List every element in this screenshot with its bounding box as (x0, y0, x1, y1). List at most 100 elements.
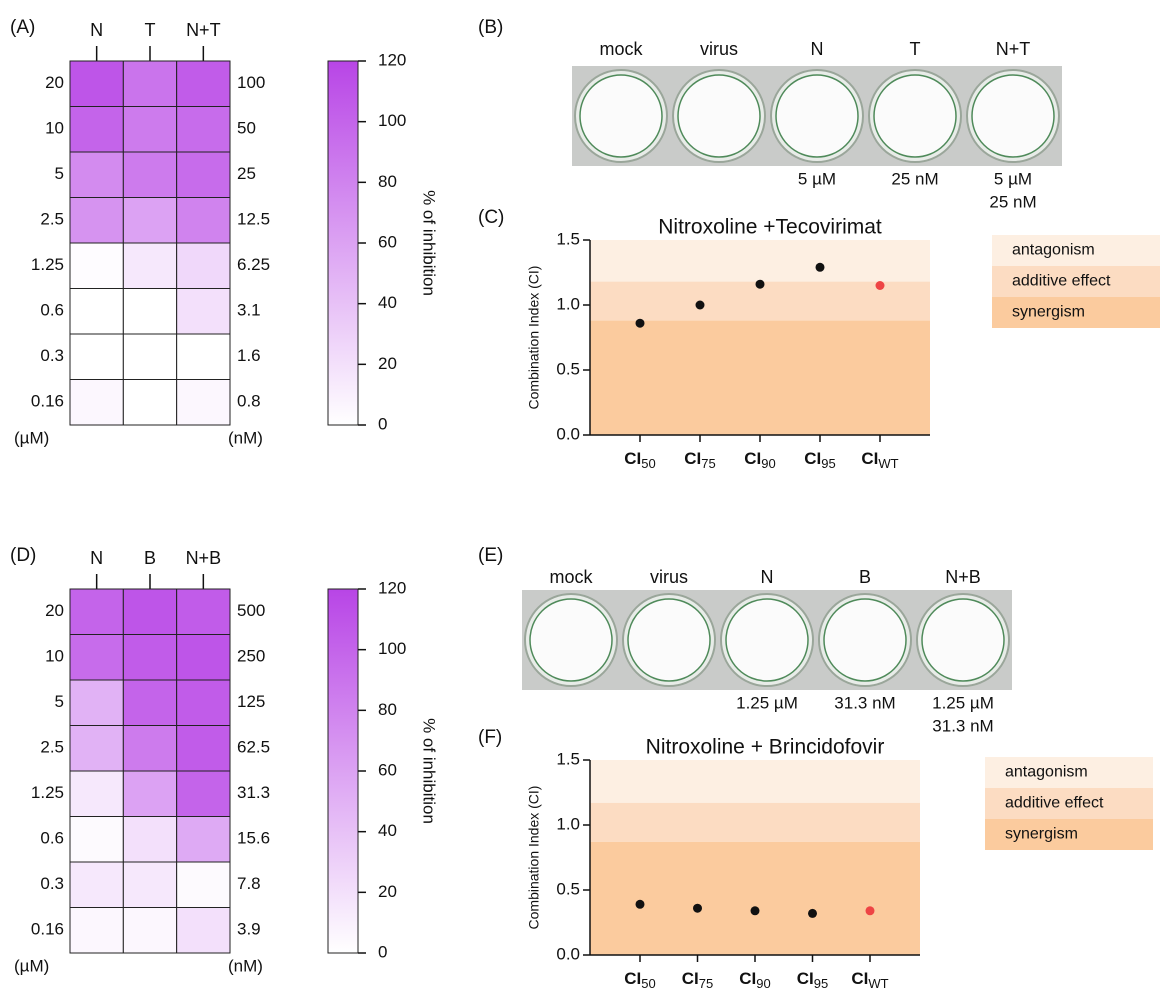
heatmap-cell (177, 289, 230, 335)
well-label: N (761, 567, 774, 587)
x-tick-label-sub: 50 (641, 976, 655, 991)
row-label: 0.16 (31, 392, 64, 411)
x-tick-label-main: CI (682, 969, 699, 988)
well-inner (726, 599, 808, 681)
colorbar (328, 589, 358, 953)
well-label: T (910, 39, 921, 59)
point (693, 904, 702, 913)
x-tick-label: CI95 (804, 449, 835, 471)
heatmap-cell (123, 152, 176, 198)
row-label-right: 12.5 (237, 210, 270, 229)
row-label-right: 50 (237, 119, 256, 138)
heatmap-cell (70, 334, 123, 380)
unit-label: (µM) (14, 428, 49, 447)
heatmap-cell (177, 771, 230, 817)
heatmap-cell (70, 152, 123, 198)
row-label-right: 31.3 (237, 783, 270, 802)
well-inner (530, 599, 612, 681)
x-tick-label-sub: 50 (641, 456, 655, 471)
row-label: 0.3 (40, 874, 64, 893)
panel-label: (D) (10, 545, 36, 566)
band (590, 760, 920, 803)
point (751, 906, 760, 915)
well-label: N+T (996, 39, 1031, 59)
legend-label: antagonism (1005, 764, 1088, 781)
heatmap-cell (123, 107, 176, 153)
heatmap-cell (123, 243, 176, 289)
well-dose: 5 µM (798, 169, 836, 188)
row-label-right: 3.1 (237, 301, 261, 320)
colorbar-label: % of inhibition (420, 718, 439, 824)
heatmap-cell (123, 680, 176, 726)
band (590, 321, 930, 435)
heatmap-cell (123, 908, 176, 954)
heatmap-cell (123, 198, 176, 244)
heatmap-cell (177, 61, 230, 107)
column-label: N (90, 20, 103, 40)
colorbar-tick-label: 80 (378, 700, 397, 719)
heatmap-cell (177, 862, 230, 908)
x-tick-label-main: CI (684, 449, 701, 468)
y-tick-label: 1.0 (556, 814, 580, 833)
well-inner (874, 75, 956, 157)
legend-label: synergism (1005, 826, 1078, 843)
heatmap-cell (177, 334, 230, 380)
row-label-right: 250 (237, 647, 265, 666)
colorbar-tick-label: 40 (378, 293, 397, 312)
band (590, 842, 920, 955)
chart-title: Nitroxoline +Tecovirimat (658, 216, 882, 239)
panel-label: (B) (478, 17, 503, 38)
y-tick-label: 0.5 (556, 359, 580, 378)
y-axis-label: Combination Index (CI) (526, 266, 542, 410)
y-tick-label: 1.5 (556, 229, 580, 248)
well-label: N (811, 39, 824, 59)
row-label-right: 3.9 (237, 920, 261, 939)
row-label: 5 (55, 692, 64, 711)
colorbar-tick-label: 40 (378, 821, 397, 840)
band (590, 240, 930, 282)
heatmap-cell (177, 908, 230, 954)
heatmap-cell (177, 107, 230, 153)
colorbar-tick-label: 100 (378, 639, 406, 658)
well-inner (776, 75, 858, 157)
column-label: B (144, 548, 156, 568)
x-tick-label-sub: 95 (814, 976, 828, 991)
x-tick-label: CI75 (684, 449, 715, 471)
heatmap-cell (123, 589, 176, 635)
row-label: 0.6 (40, 829, 64, 848)
unit-label: (nM) (228, 956, 263, 975)
panel-label: (F) (478, 727, 502, 748)
heatmap-cell (123, 817, 176, 863)
legend-label: additive effect (1012, 273, 1111, 290)
row-label-right: 1.6 (237, 346, 261, 365)
well-label: B (859, 567, 871, 587)
x-tick-label: CIWT (851, 969, 888, 991)
x-tick-label: CI90 (744, 449, 775, 471)
well-inner (580, 75, 662, 157)
colorbar-label: % of inhibition (420, 190, 439, 296)
x-tick-label-sub: 90 (761, 456, 775, 471)
x-tick-label-main: CI (851, 969, 868, 988)
heatmap-cell (70, 680, 123, 726)
heatmap-cell (123, 380, 176, 426)
x-tick-label: CIWT (861, 449, 898, 471)
y-tick-label: 1.0 (556, 294, 580, 313)
well-dose: 5 µM (994, 169, 1032, 188)
heatmap-cell (70, 289, 123, 335)
panel-label: (C) (478, 207, 504, 228)
well-inner (922, 599, 1004, 681)
x-tick-label-main: CI (739, 969, 756, 988)
well-dose: 1.25 µM (932, 693, 994, 712)
x-tick-label: CI50 (624, 449, 655, 471)
panel-label: (A) (10, 17, 35, 38)
y-tick-label: 0.5 (556, 879, 580, 898)
heatmap-cell (70, 908, 123, 954)
well-inner (678, 75, 760, 157)
heatmap-cell (70, 862, 123, 908)
y-tick-label: 0.0 (556, 424, 580, 443)
heatmap-cell (123, 862, 176, 908)
colorbar-tick-label: 0 (378, 942, 387, 961)
row-label: 10 (45, 647, 64, 666)
colorbar-tick-label: 120 (378, 50, 406, 69)
well-label: mock (549, 567, 593, 587)
